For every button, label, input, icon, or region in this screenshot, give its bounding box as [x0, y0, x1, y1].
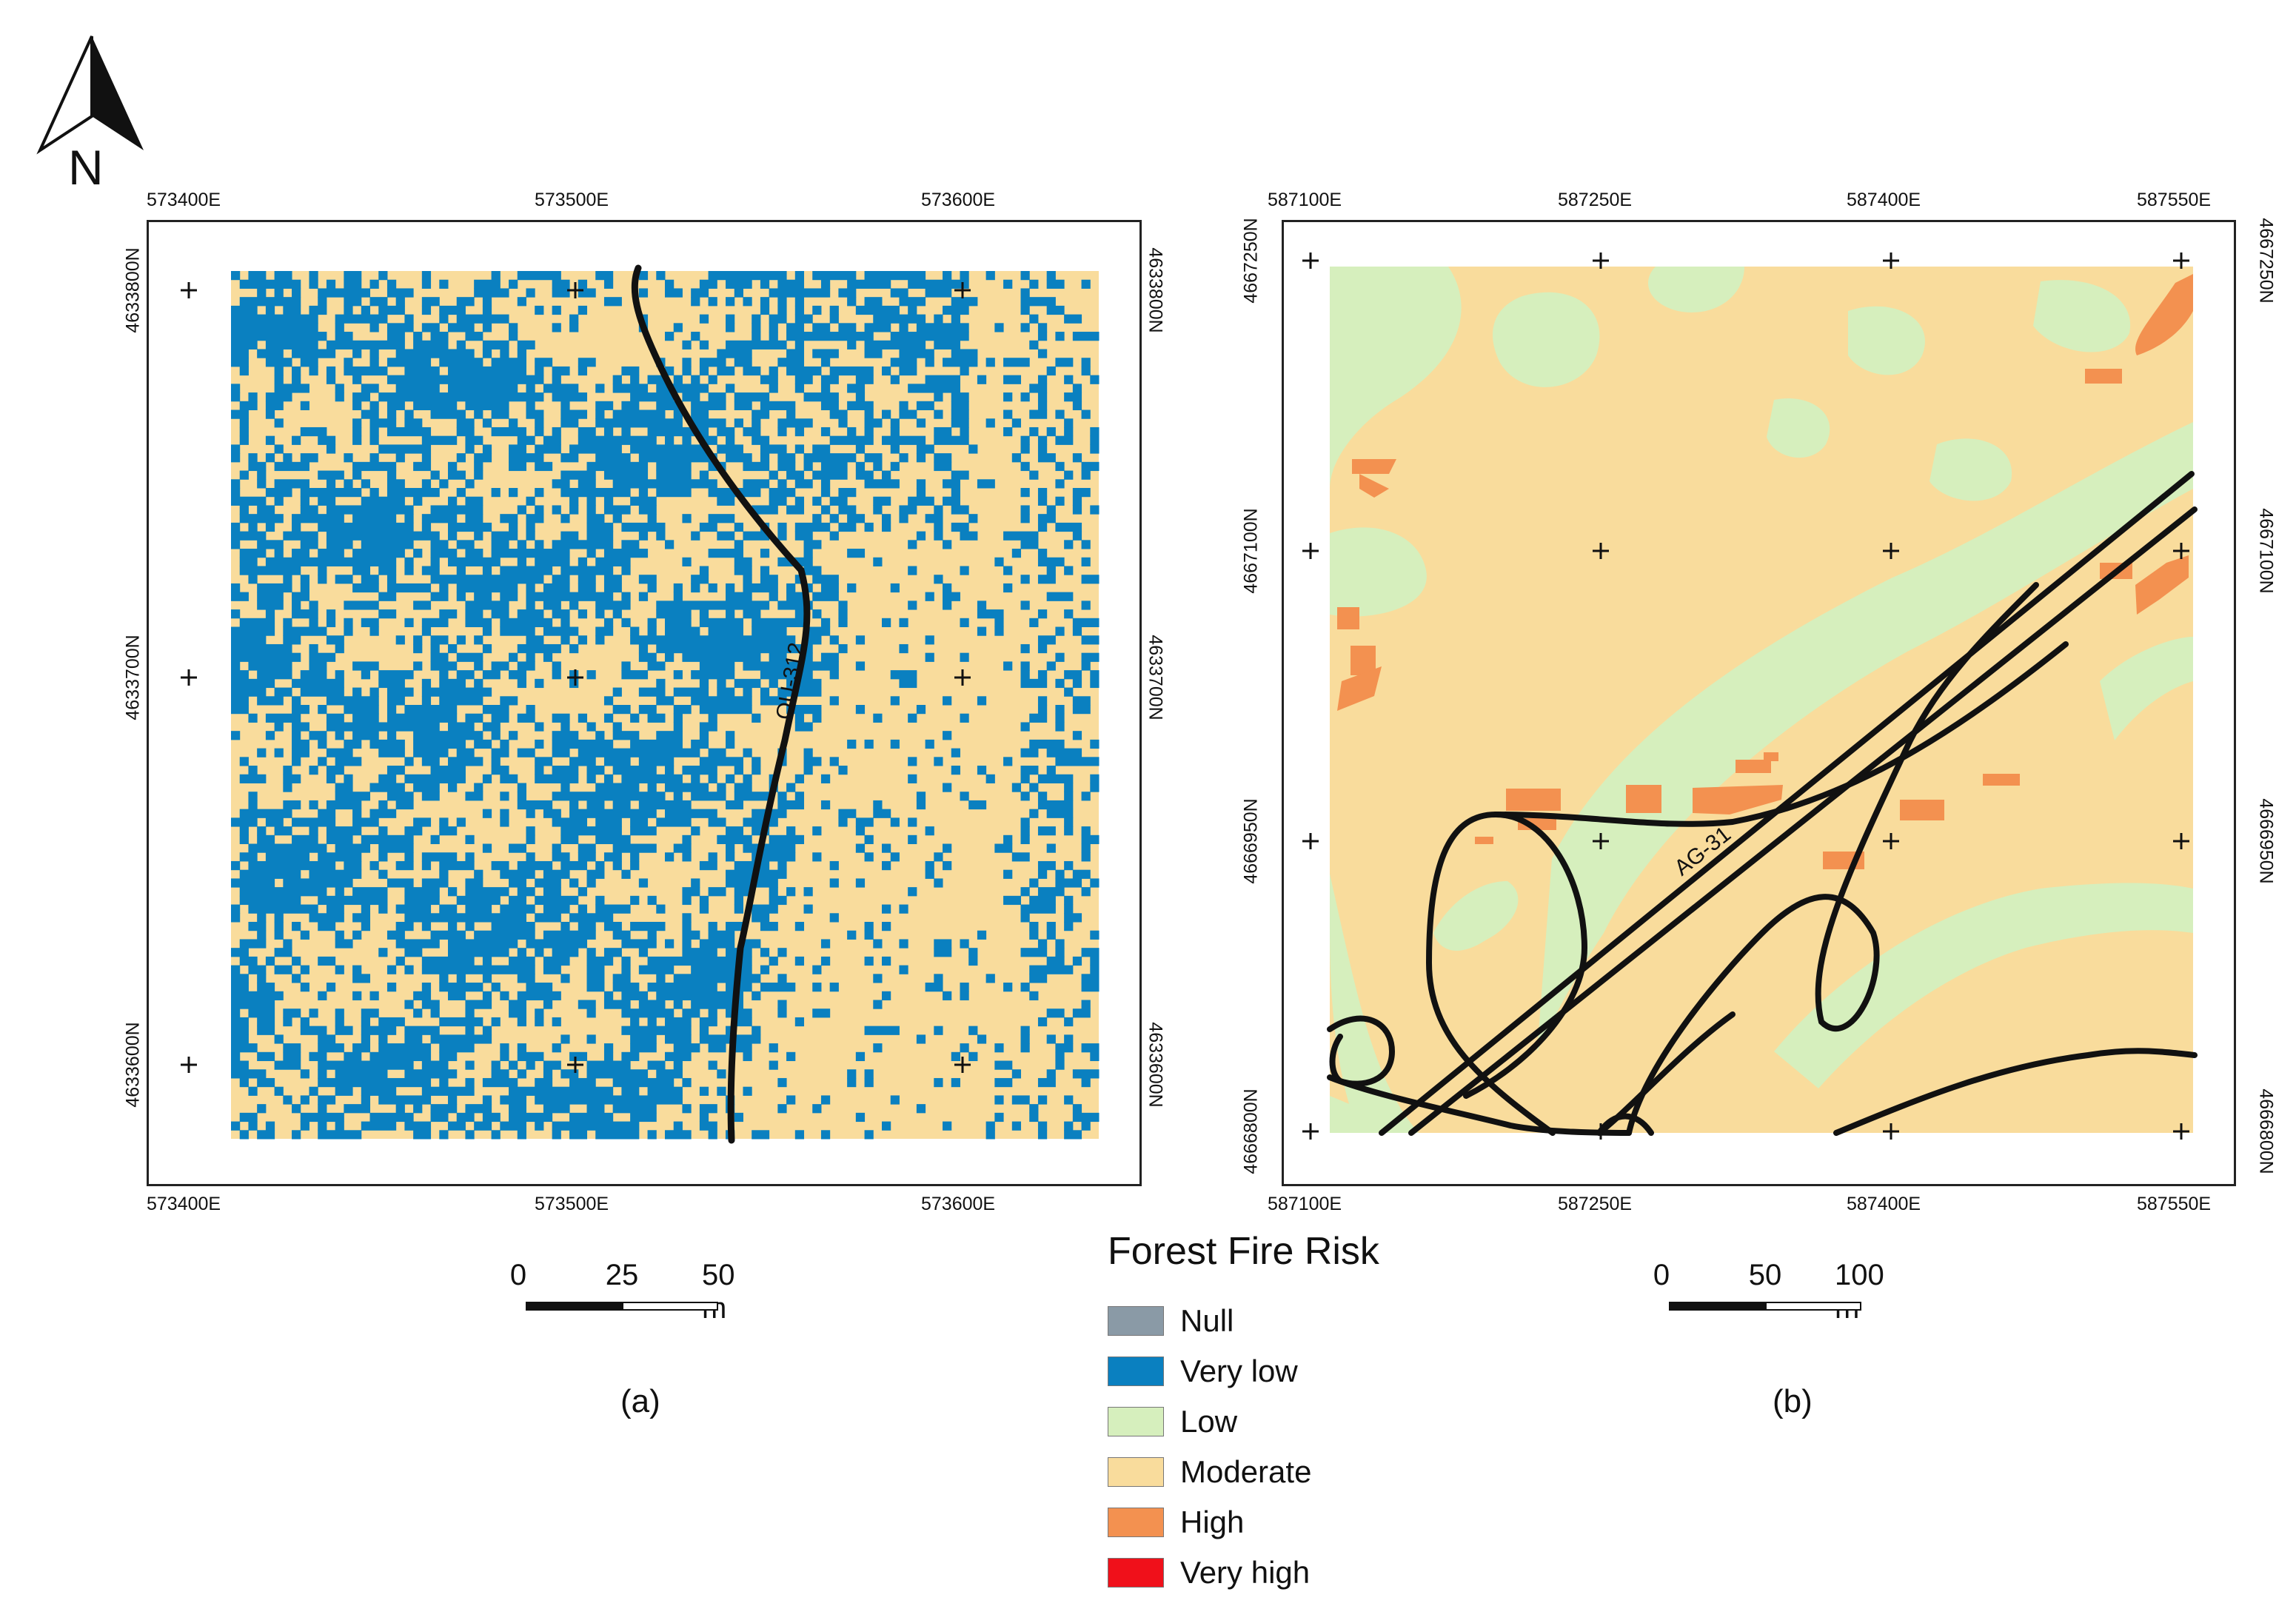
map-b-ytick-left-3: 4666950N: [1240, 798, 1262, 884]
map-b-xtick-bottom-1: 587100E: [1268, 1194, 1342, 1214]
map-a-scale-segment-white: [622, 1302, 718, 1311]
legend-label: Low: [1180, 1404, 1238, 1439]
map-b-ytick-left-2: 4667100N: [1240, 508, 1262, 594]
north-arrow-icon: [36, 36, 144, 155]
map-b-scale-label-0: 0: [1653, 1259, 1670, 1291]
map-b-xtick-bottom-4: 587550E: [2137, 1194, 2212, 1214]
map-b-scale-segment-white: [1765, 1302, 1861, 1311]
map-b-frame: [1282, 220, 2236, 1186]
map-b-xtick-bottom-3: 587400E: [1847, 1194, 1921, 1214]
map-b-scale-label-1: 50: [1748, 1259, 1782, 1291]
legend-label: Very low: [1180, 1354, 1298, 1388]
map-a-panel-label: (a): [620, 1383, 660, 1419]
north-label: N: [68, 140, 104, 195]
map-a-scale-label-0: 0: [509, 1259, 527, 1291]
legend: Forest Fire Risk Null Very low Low Moderate…: [1108, 1229, 1463, 1599]
legend-label: Null: [1180, 1303, 1234, 1338]
map-a-xtick-top-3: 573600E: [921, 190, 996, 210]
legend-label: High: [1180, 1505, 1245, 1539]
legend-swatch: [1108, 1407, 1164, 1436]
map-a-xtick-bottom-2: 573500E: [535, 1194, 609, 1214]
map-b-ytick-right-3: 4666950N: [2255, 798, 2277, 884]
legend-item: Low: [1108, 1404, 1237, 1439]
legend-swatch: [1108, 1558, 1164, 1588]
map-a-xtick-bottom-1: 573400E: [147, 1194, 221, 1214]
legend-swatch: [1108, 1306, 1164, 1336]
map-b-xtick-top-1: 587100E: [1268, 190, 1342, 210]
map-b-ytick-right-2: 4667100N: [2255, 508, 2277, 594]
map-b-xtick-top-3: 587400E: [1847, 190, 1921, 210]
map-a-frame: [147, 220, 1142, 1186]
legend-item: High: [1108, 1505, 1244, 1540]
map-b-ytick-left-1: 4667250N: [1240, 218, 1262, 304]
map-b-ytick-left-4: 4666800N: [1240, 1088, 1262, 1174]
map-b-xtick-top-4: 587550E: [2137, 190, 2212, 210]
map-a-scale-label-2: 50 m: [702, 1259, 735, 1325]
map-b-ytick-right-1: 4667250N: [2255, 218, 2277, 304]
legend-swatch: [1108, 1457, 1164, 1487]
map-b-scale-segment-black: [1669, 1302, 1765, 1311]
map-a-raster: [231, 271, 1100, 1140]
map-a-xtick-top-2: 573500E: [535, 190, 609, 210]
map-b-scale-label-2: 100 m: [1835, 1259, 1884, 1325]
map-b-raster: [1330, 267, 2193, 1133]
map-a-scale-segment-black: [526, 1302, 622, 1311]
legend-title: Forest Fire Risk: [1108, 1230, 1379, 1273]
legend-swatch: [1108, 1508, 1164, 1537]
map-b-panel-label: (b): [1773, 1383, 1813, 1419]
legend-item: Very high: [1108, 1555, 1310, 1590]
map-b-xtick-bottom-2: 587250E: [1558, 1194, 1633, 1214]
map-b-xtick-top-2: 587250E: [1558, 190, 1633, 210]
map-a-scale-label-1: 25: [605, 1259, 639, 1291]
legend-item: Very low: [1108, 1354, 1298, 1389]
legend-label: Very high: [1180, 1555, 1311, 1590]
legend-swatch: [1108, 1357, 1164, 1386]
legend-item: Moderate: [1108, 1454, 1311, 1490]
map-a-xtick-bottom-3: 573600E: [921, 1194, 996, 1214]
map-b-scale-bar: 0 50 100 m: [1653, 1259, 1906, 1325]
map-b-ytick-right-4: 4666800N: [2255, 1088, 2277, 1174]
map-a-xtick-top-1: 573400E: [147, 190, 221, 210]
legend-label: Moderate: [1180, 1454, 1312, 1489]
map-a-scale-bar: 0 25 50 m: [510, 1259, 735, 1325]
legend-item: Null: [1108, 1303, 1234, 1339]
